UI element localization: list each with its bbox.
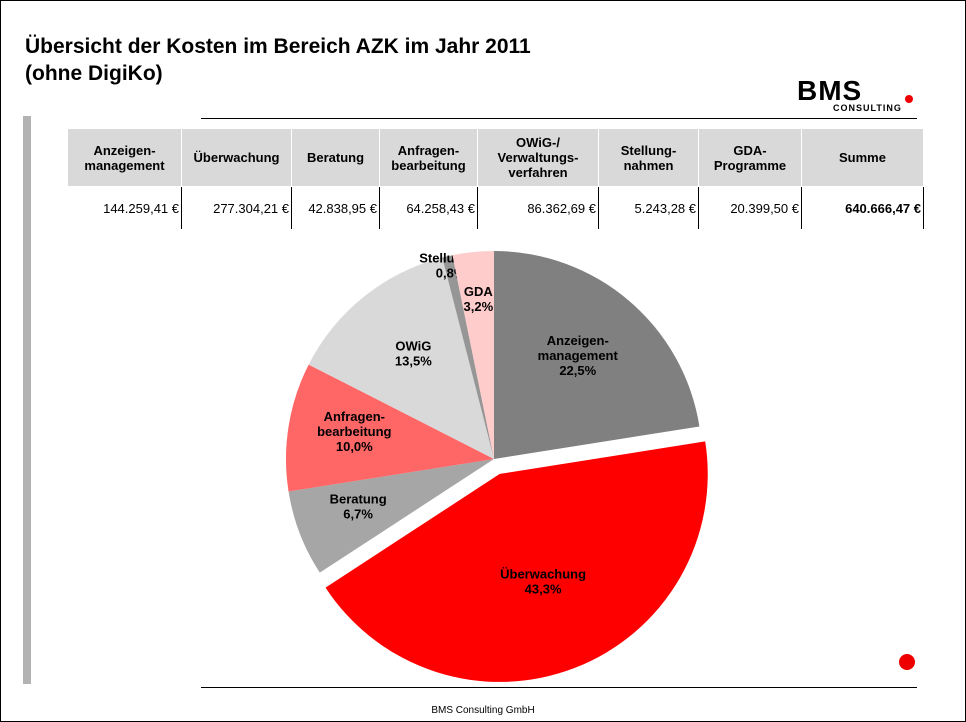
pie-slice (308, 257, 494, 459)
pie-slice (442, 255, 494, 459)
cell: 20.399,50 € (698, 186, 802, 229)
cell: 277.304,21 € (181, 186, 292, 229)
slice-value: 10,0% (336, 439, 373, 454)
cell: 42.838,95 € (291, 186, 380, 229)
slice-label: Anfragen-bearbeitung (317, 409, 391, 439)
cell: 5.243,28 € (598, 186, 699, 229)
cell: 86.362,69 € (477, 186, 599, 229)
slice-value: 13,5% (395, 353, 432, 368)
header-cell: Stellung- nahmen (598, 128, 699, 187)
header-cell: Überwachung (181, 128, 292, 187)
pie-slice (286, 364, 494, 492)
cell: 144.259,41 € (67, 186, 182, 229)
slice-label: Beratung (330, 491, 387, 506)
slice-label: Überwachung (500, 567, 586, 582)
slice-label: GDA (464, 284, 494, 299)
side-bar (23, 116, 31, 684)
red-dot (899, 654, 915, 670)
cell: 64.258,43 € (379, 186, 478, 229)
subtitle: (ohne DigiKo) (25, 62, 163, 85)
logo: BMS (797, 75, 863, 106)
pie-slice (452, 251, 494, 459)
header-cell: GDA- Programme (698, 128, 802, 187)
pie-slice (288, 459, 494, 573)
rule (201, 687, 917, 688)
footer: BMS Consulting GmbH (431, 705, 535, 716)
header-cell: Summe (801, 128, 924, 187)
pie-slice (325, 441, 708, 682)
logo-sub: CONSULTING (833, 103, 902, 113)
header-cell: Anfragen- bearbeitung (379, 128, 478, 187)
slice-value: 43,3% (525, 582, 562, 597)
slice-value: 3,2% (464, 299, 494, 314)
slice-value: 6,7% (343, 506, 373, 521)
rule (201, 118, 917, 119)
logo-dot (905, 95, 913, 103)
cost-table: Anzeigen- management Überwachung Beratung A… (67, 128, 924, 229)
slice-label: OWiG (395, 338, 431, 353)
slice-label: Anzeigen-management (538, 333, 619, 363)
title: Übersicht der Kosten im Bereich AZK im J… (25, 35, 531, 58)
cell: 640.666,47 € (801, 186, 924, 229)
pie-slice (494, 251, 700, 459)
slice-value: 22,5% (559, 363, 596, 378)
header-cell: Beratung (291, 128, 380, 187)
